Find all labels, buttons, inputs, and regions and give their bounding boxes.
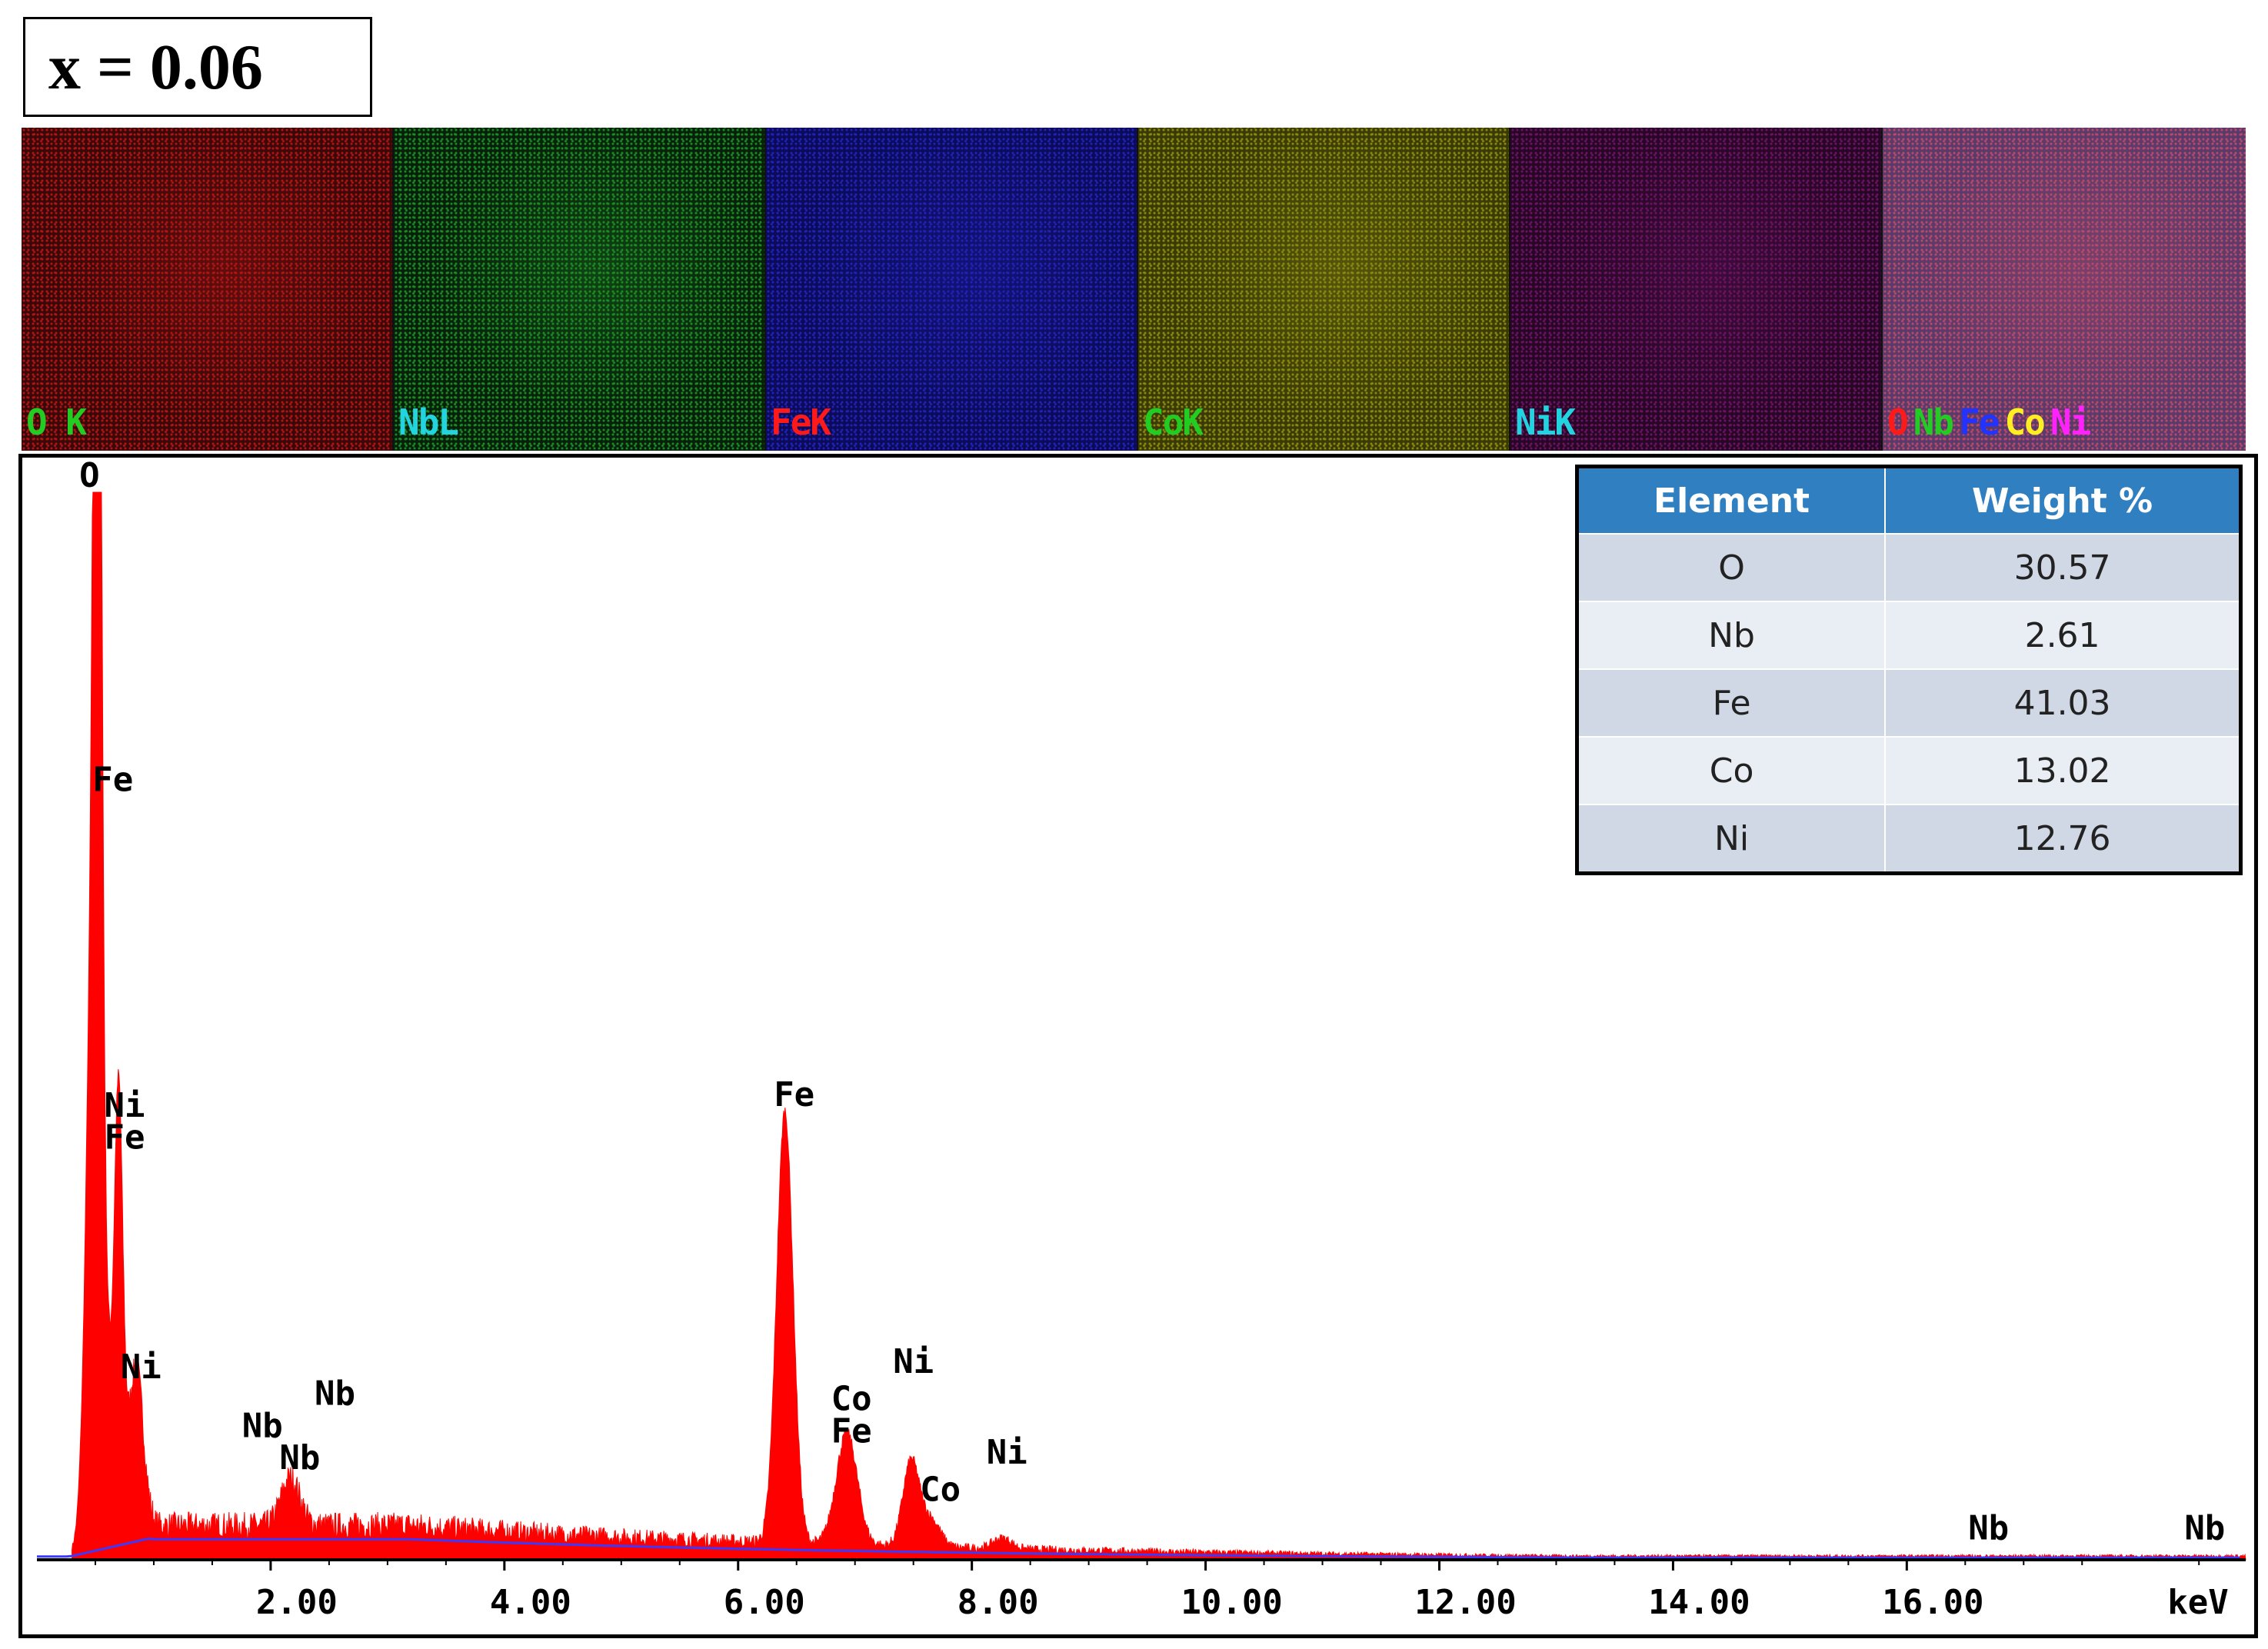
table-row: O 30.57 (1576, 533, 2242, 602)
map-label: FeK (771, 401, 836, 443)
table-row: Nb 2.61 (1576, 601, 2242, 670)
x-tick-label: 8.00 (957, 1583, 1039, 1622)
map-co: CoK (1138, 128, 1509, 451)
map-label-text: O K (26, 401, 87, 443)
table-row: Fe 41.03 (1576, 668, 2242, 738)
map-label-text: Co (2004, 401, 2045, 443)
cell-element: Fe (1576, 668, 1887, 738)
peak-label: Nb (279, 1438, 320, 1477)
cell-element: Ni (1576, 804, 1887, 874)
x-tick-label: 14.00 (1648, 1583, 1750, 1622)
map-label: O Nb Fe Co Ni (1887, 401, 2096, 443)
peak-label: Nb (1968, 1509, 2009, 1548)
cell-weight: 41.03 (1884, 668, 2242, 738)
composition-table: Element Weight % O 30.57 Nb 2.61 Fe 41.0… (1575, 465, 2243, 875)
map-label-text: O (1887, 401, 1909, 443)
peak-label: O (79, 456, 100, 495)
peak-label: Nb (242, 1406, 283, 1445)
cell-element: Nb (1576, 601, 1887, 670)
peak-label: Nb (2184, 1509, 2225, 1548)
map-label-text: FeK (771, 401, 831, 443)
map-label: NbL (398, 401, 464, 443)
column-header-weight: Weight % (1884, 465, 2242, 535)
background-fit-line (37, 1537, 2240, 1559)
map-label-text: NiK (1515, 401, 1576, 443)
map-label-text: NbL (398, 401, 459, 443)
map-fe: FeK (766, 128, 1137, 451)
map-ni: NiK (1510, 128, 1881, 451)
column-header-element: Element (1576, 465, 1887, 535)
peak-label: Ni (893, 1342, 934, 1381)
map-label: CoK (1143, 401, 1208, 443)
map-label: O K (26, 401, 92, 443)
peak-label: Ni (121, 1348, 162, 1387)
map-label-text: Nb (1913, 401, 1954, 443)
cell-element: Co (1576, 736, 1887, 805)
peak-label: Fe (774, 1075, 814, 1114)
x-tick-label: 2.00 (256, 1583, 338, 1622)
cell-weight: 30.57 (1884, 533, 2242, 602)
peak-label: Fe (104, 1118, 145, 1158)
map-o: O K (22, 128, 392, 451)
x-tick-label: 12.00 (1414, 1583, 1516, 1622)
table-row: Co 13.02 (1576, 736, 2242, 805)
cell-weight: 2.61 (1884, 601, 2242, 670)
cell-weight: 13.02 (1884, 736, 2242, 805)
peak-label: Ni (104, 1086, 145, 1125)
x-tick-label: 4.00 (490, 1583, 571, 1622)
element-maps-strip: O K NbL FeK CoK NiK O Nb Fe Co Ni (22, 128, 2246, 451)
x-axis-label: keV (2167, 1583, 2228, 1622)
peak-label: Fe (831, 1411, 872, 1451)
peak-label: Co (920, 1471, 961, 1510)
peak-label: Nb (315, 1374, 355, 1414)
map-label-text: CoK (1143, 401, 1204, 443)
cell-element: O (1576, 533, 1887, 602)
map-overlay: O Nb Fe Co Ni (1883, 128, 2246, 451)
x-tick-label: 16.00 (1882, 1583, 1983, 1622)
map-nb: NbL (394, 128, 764, 451)
map-label-text: Ni (2050, 401, 2091, 443)
table-row: Ni 12.76 (1576, 804, 2242, 874)
x-tick-label: 6.00 (724, 1583, 805, 1622)
cell-weight: 12.76 (1884, 804, 2242, 874)
map-label: NiK (1515, 401, 1580, 443)
map-label-text: Fe (1959, 401, 2000, 443)
peak-label: Co (831, 1380, 872, 1419)
peak-label: Ni (987, 1433, 1027, 1472)
peak-label: Fe (92, 761, 133, 800)
table-header-row: Element Weight % (1576, 465, 2242, 535)
sample-label: x = 0.06 (23, 17, 372, 117)
x-tick-label: 10.00 (1181, 1583, 1282, 1622)
